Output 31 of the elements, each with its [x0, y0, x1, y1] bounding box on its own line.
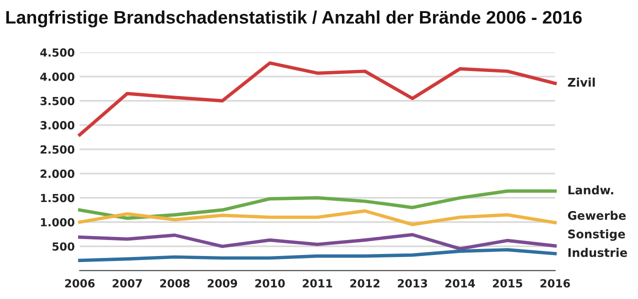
x-tick-label: 2016	[540, 279, 570, 288]
x-tick-label: 2013	[398, 279, 428, 288]
series-label: Sonstige	[568, 229, 626, 241]
y-tick-label: 3.000	[40, 121, 74, 130]
y-tick-label: 2.000	[40, 170, 74, 178]
y-tick-label: 4.000	[40, 72, 74, 81]
y-tick-label: 1.500	[41, 194, 74, 202]
x-tick-label: 2011	[302, 279, 332, 288]
x-tick-label: 2009	[208, 279, 238, 288]
series-label: Landw.	[568, 185, 614, 194]
x-tick-label: 2006	[65, 279, 95, 288]
x-tick-label: 2012	[350, 279, 380, 288]
y-tick-label: 1.000	[41, 218, 74, 226]
line-series	[78, 248, 557, 262]
y-tick-label: 3.500	[40, 96, 74, 106]
series-label: Zivil	[568, 78, 595, 87]
x-tick-label: 2007	[112, 279, 142, 288]
x-tick-label: 2010	[255, 279, 285, 288]
y-tick-label: 4.500	[40, 48, 74, 57]
x-tick-label: 2014	[445, 279, 475, 288]
series-label: Gewerbe	[568, 210, 626, 220]
line-series	[78, 209, 557, 226]
y-tick-label: 500	[52, 242, 74, 251]
x-tick-label: 2008	[160, 279, 190, 288]
chart-title: Langfristige Brandschadenstatistik / Anzahl der Brände 2006 - 2016	[6, 10, 582, 28]
series-label: Industrie	[568, 248, 628, 258]
x-tick-label: 2015	[492, 279, 522, 288]
line-series	[78, 233, 557, 250]
line-series	[78, 61, 557, 136]
line-series	[78, 189, 557, 220]
y-tick-label: 2.500	[40, 145, 74, 154]
